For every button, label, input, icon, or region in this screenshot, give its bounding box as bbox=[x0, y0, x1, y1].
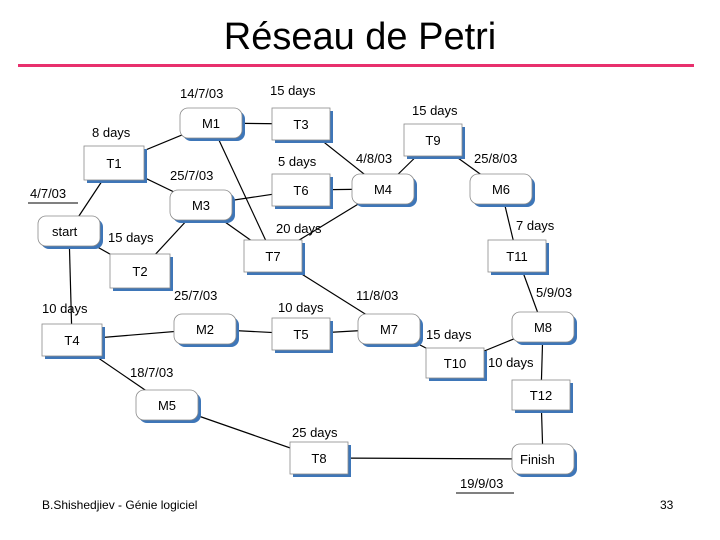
annotation-t10-duration-a: 15 days bbox=[426, 327, 472, 342]
node-m7: M7 bbox=[357, 313, 423, 347]
node-box bbox=[351, 173, 415, 205]
node-t10: T10 bbox=[425, 347, 487, 381]
node-t11: T11 bbox=[487, 239, 549, 275]
annotation-t2-duration: 15 days bbox=[108, 230, 154, 245]
annotation-t6-duration: 5 days bbox=[278, 154, 317, 169]
node-m5: M5 bbox=[135, 389, 201, 423]
annotation-finish-date: 19/9/03 bbox=[460, 476, 503, 491]
node-m4: M4 bbox=[351, 173, 417, 207]
node-m6: M6 bbox=[469, 173, 535, 207]
node-label: T6 bbox=[293, 183, 308, 198]
node-t3: T3 bbox=[271, 107, 333, 143]
annotation-t4-duration: 10 days bbox=[42, 301, 88, 316]
annotation-m8-date: 5/9/03 bbox=[536, 285, 572, 300]
annotation-m3-date: 25/7/03 bbox=[170, 168, 213, 183]
node-box bbox=[83, 145, 145, 181]
annotation-t3-duration: 15 days bbox=[270, 83, 316, 98]
node-box bbox=[179, 107, 243, 139]
node-label: M5 bbox=[158, 398, 176, 413]
node-label: T11 bbox=[506, 249, 527, 264]
node-label: T8 bbox=[311, 451, 326, 466]
node-box bbox=[169, 189, 233, 221]
node-label: start bbox=[52, 224, 78, 239]
node-box bbox=[425, 347, 485, 379]
annotation-t8-duration: 25 days bbox=[292, 425, 338, 440]
node-t4: T4 bbox=[41, 323, 105, 359]
node-label: T10 bbox=[444, 356, 466, 371]
node-label: M8 bbox=[534, 320, 552, 335]
slide-title: Réseau de Petri bbox=[223, 16, 497, 58]
node-box bbox=[511, 379, 571, 411]
node-label: T4 bbox=[64, 333, 79, 348]
node-box bbox=[403, 123, 463, 157]
node-label: T12 bbox=[530, 388, 552, 403]
node-box bbox=[357, 313, 421, 345]
annotations-layer: 4/7/03 14/7/03 8 days 25/7/03 15 days 15… bbox=[28, 83, 572, 494]
node-m2: M2 bbox=[173, 313, 239, 347]
node-t9: T9 bbox=[403, 123, 465, 159]
node-label: M6 bbox=[492, 182, 510, 197]
node-t12: T12 bbox=[511, 379, 573, 413]
node-t6: T6 bbox=[271, 173, 333, 209]
annotation-start-date: 4/7/03 bbox=[30, 186, 66, 201]
node-box bbox=[511, 443, 575, 475]
node-label: T2 bbox=[132, 264, 147, 279]
annotation-m4-date: 4/8/03 bbox=[356, 151, 392, 166]
node-label: M7 bbox=[380, 322, 398, 337]
node-box bbox=[271, 317, 331, 351]
node-box bbox=[469, 173, 533, 205]
node-label: T1 bbox=[106, 156, 121, 171]
node-label: M2 bbox=[196, 322, 214, 337]
footer-credit: B.Shishedjiev - Génie logiciel bbox=[42, 498, 198, 512]
node-m3: M3 bbox=[169, 189, 235, 223]
edge-m1-t7 bbox=[210, 122, 274, 257]
node-t8: T8 bbox=[289, 441, 351, 477]
node-label: T3 bbox=[293, 117, 308, 132]
edge-start-t4 bbox=[68, 230, 73, 341]
node-box bbox=[109, 253, 171, 289]
node-t1: T1 bbox=[83, 145, 147, 183]
node-label: M3 bbox=[192, 198, 210, 213]
node-label: T5 bbox=[293, 327, 308, 342]
node-t5: T5 bbox=[271, 317, 333, 353]
page-number: 33 bbox=[660, 498, 674, 512]
annotation-t10-duration-b: 10 days bbox=[488, 355, 534, 370]
annotation-m5-date: 18/7/03 bbox=[130, 365, 173, 380]
node-box bbox=[37, 215, 101, 247]
node-label: M1 bbox=[202, 116, 220, 131]
node-finish: Finish bbox=[511, 443, 577, 477]
annotation-t1-duration: 8 days bbox=[92, 125, 131, 140]
annotation-t11-duration: 7 days bbox=[516, 218, 555, 233]
node-box bbox=[41, 323, 103, 357]
node-box bbox=[511, 311, 575, 343]
title-underline bbox=[18, 64, 694, 67]
node-box bbox=[135, 389, 199, 421]
annotation-t5-duration: 10 days bbox=[278, 300, 324, 315]
annotation-m6-date: 25/8/03 bbox=[474, 151, 517, 166]
node-m8: M8 bbox=[511, 311, 577, 345]
node-box bbox=[289, 441, 349, 475]
annotation-m2-date: 25/7/03 bbox=[174, 288, 217, 303]
annotation-t7-duration: 20 days bbox=[276, 221, 322, 236]
node-box bbox=[243, 239, 303, 273]
node-label: T9 bbox=[425, 133, 440, 148]
node-box bbox=[173, 313, 237, 345]
node-label: M4 bbox=[374, 182, 392, 197]
annotation-m1-date: 14/7/03 bbox=[180, 86, 223, 101]
node-box bbox=[271, 107, 331, 141]
annotation-m7-date: 11/8/03 bbox=[356, 288, 398, 303]
node-label: T7 bbox=[265, 249, 280, 264]
node-t2: T2 bbox=[109, 253, 173, 291]
nodes-layer: start M1 M2 M3 M4 M5 M6 M7 M8 Finish T1 T2 T3 T4 T5 T6 T… bbox=[37, 107, 577, 477]
node-box bbox=[487, 239, 547, 273]
node-box bbox=[271, 173, 331, 207]
edge-t8-finish bbox=[318, 457, 544, 460]
node-start: start bbox=[37, 215, 103, 249]
node-label: Finish bbox=[520, 452, 555, 467]
node-t7: T7 bbox=[243, 239, 305, 275]
annotation-t9-duration: 15 days bbox=[412, 103, 458, 118]
node-m1: M1 bbox=[179, 107, 245, 141]
